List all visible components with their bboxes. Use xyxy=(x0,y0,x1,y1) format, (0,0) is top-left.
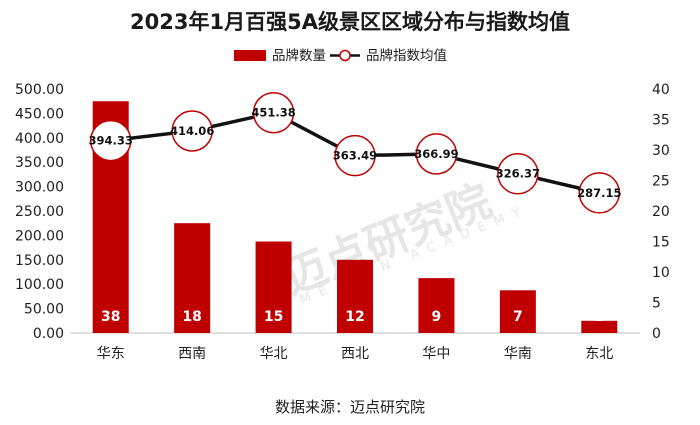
line-point-label: 451.38 xyxy=(251,106,295,120)
y-right-tick-label: 0 xyxy=(652,326,661,342)
y-left-tick-label: 150.00 xyxy=(15,253,64,269)
legend-bar-swatch xyxy=(234,50,266,61)
line-point-marker xyxy=(334,134,376,177)
y-right-tick-label: 10 xyxy=(652,265,670,281)
line-point-label: 326.37 xyxy=(496,167,540,181)
chart-title: 2023年1月百强5A级景区区域分布与指数均值 xyxy=(130,10,570,34)
y-left-tick-label: 500.00 xyxy=(15,82,64,98)
y-right-tick-label: 15 xyxy=(652,235,670,251)
legend-bar-label: 品牌数量 xyxy=(272,47,326,64)
legend-line-marker xyxy=(339,49,351,62)
y-right-tick-label: 5 xyxy=(652,296,661,312)
bar-value-label: 2 xyxy=(594,309,604,325)
y-left-tick-label: 450.00 xyxy=(15,106,64,122)
y-left-tick-label: 50.00 xyxy=(24,302,64,318)
bar xyxy=(255,241,292,333)
x-category-label: 华北 xyxy=(260,346,288,362)
watermark: 迈点研究院 MEADIN ACADEMY xyxy=(276,175,532,308)
y-left-tick-label: 0.00 xyxy=(33,326,64,342)
y-axis-right: 0 5 10 15 20 25 30 35 40 xyxy=(652,82,670,342)
line-point-label: 363.49 xyxy=(333,149,377,163)
line-point-marker xyxy=(252,91,295,134)
y-right-tick-label: 20 xyxy=(652,204,670,220)
y-left-tick-label: 350.00 xyxy=(15,155,64,171)
y-left-tick-label: 100.00 xyxy=(15,277,64,293)
line-point-marker xyxy=(89,119,132,162)
line-point-marker xyxy=(415,133,458,175)
bar xyxy=(337,259,373,333)
y-right-tick-label: 30 xyxy=(652,143,670,159)
y-left-tick-label: 200.00 xyxy=(15,228,64,244)
bar-value-label: 9 xyxy=(432,309,442,325)
line-point-marker xyxy=(171,110,213,152)
legend-line-label: 品牌指数均值 xyxy=(366,47,447,64)
line-point-marker xyxy=(578,172,621,214)
y-right-tick-label: 25 xyxy=(652,174,670,190)
source-note: 数据来源：迈点研究院 xyxy=(274,398,425,416)
bar xyxy=(174,223,211,333)
legend: 品牌数量 品牌指数均值 xyxy=(234,47,447,64)
x-category-label: 东北 xyxy=(585,346,613,362)
y-axis-left: 0.00 50.00 100.00 150.00 200.00 250.00 300.00 3… xyxy=(15,82,64,342)
bar-value-label: 7 xyxy=(513,309,523,325)
x-category-label: 西北 xyxy=(341,346,369,362)
x-category-label: 西南 xyxy=(178,346,206,362)
y-left-tick-label: 400.00 xyxy=(15,131,64,147)
x-axis: 华东 西南 华北 西北 华中 华南 东北 xyxy=(97,346,614,362)
line-point-marker xyxy=(497,152,539,195)
y-left-tick-label: 250.00 xyxy=(15,204,64,220)
x-category-label: 华中 xyxy=(422,346,450,362)
line-point-label: 414.06 xyxy=(170,124,214,138)
line-series: 394.33 414.06 451.38 363.49 366.99 326.37 287.… xyxy=(89,91,621,214)
line-point-label: 394.33 xyxy=(89,134,133,148)
bar-value-label: 18 xyxy=(182,309,201,325)
bar-value-label: 38 xyxy=(101,309,120,325)
bar xyxy=(499,290,536,333)
bar xyxy=(418,278,455,333)
line-point-label: 287.15 xyxy=(577,186,621,200)
y-right-tick-label: 35 xyxy=(652,113,670,129)
x-category-label: 华东 xyxy=(97,346,125,362)
y-right-tick-label: 40 xyxy=(652,82,670,98)
bar-value-label: 12 xyxy=(345,309,364,325)
x-category-label: 华南 xyxy=(504,346,532,362)
y-left-tick-label: 300.00 xyxy=(15,180,64,196)
line-point-label: 366.99 xyxy=(414,147,458,161)
bar-value-label: 15 xyxy=(264,309,283,325)
bar xyxy=(581,320,618,333)
